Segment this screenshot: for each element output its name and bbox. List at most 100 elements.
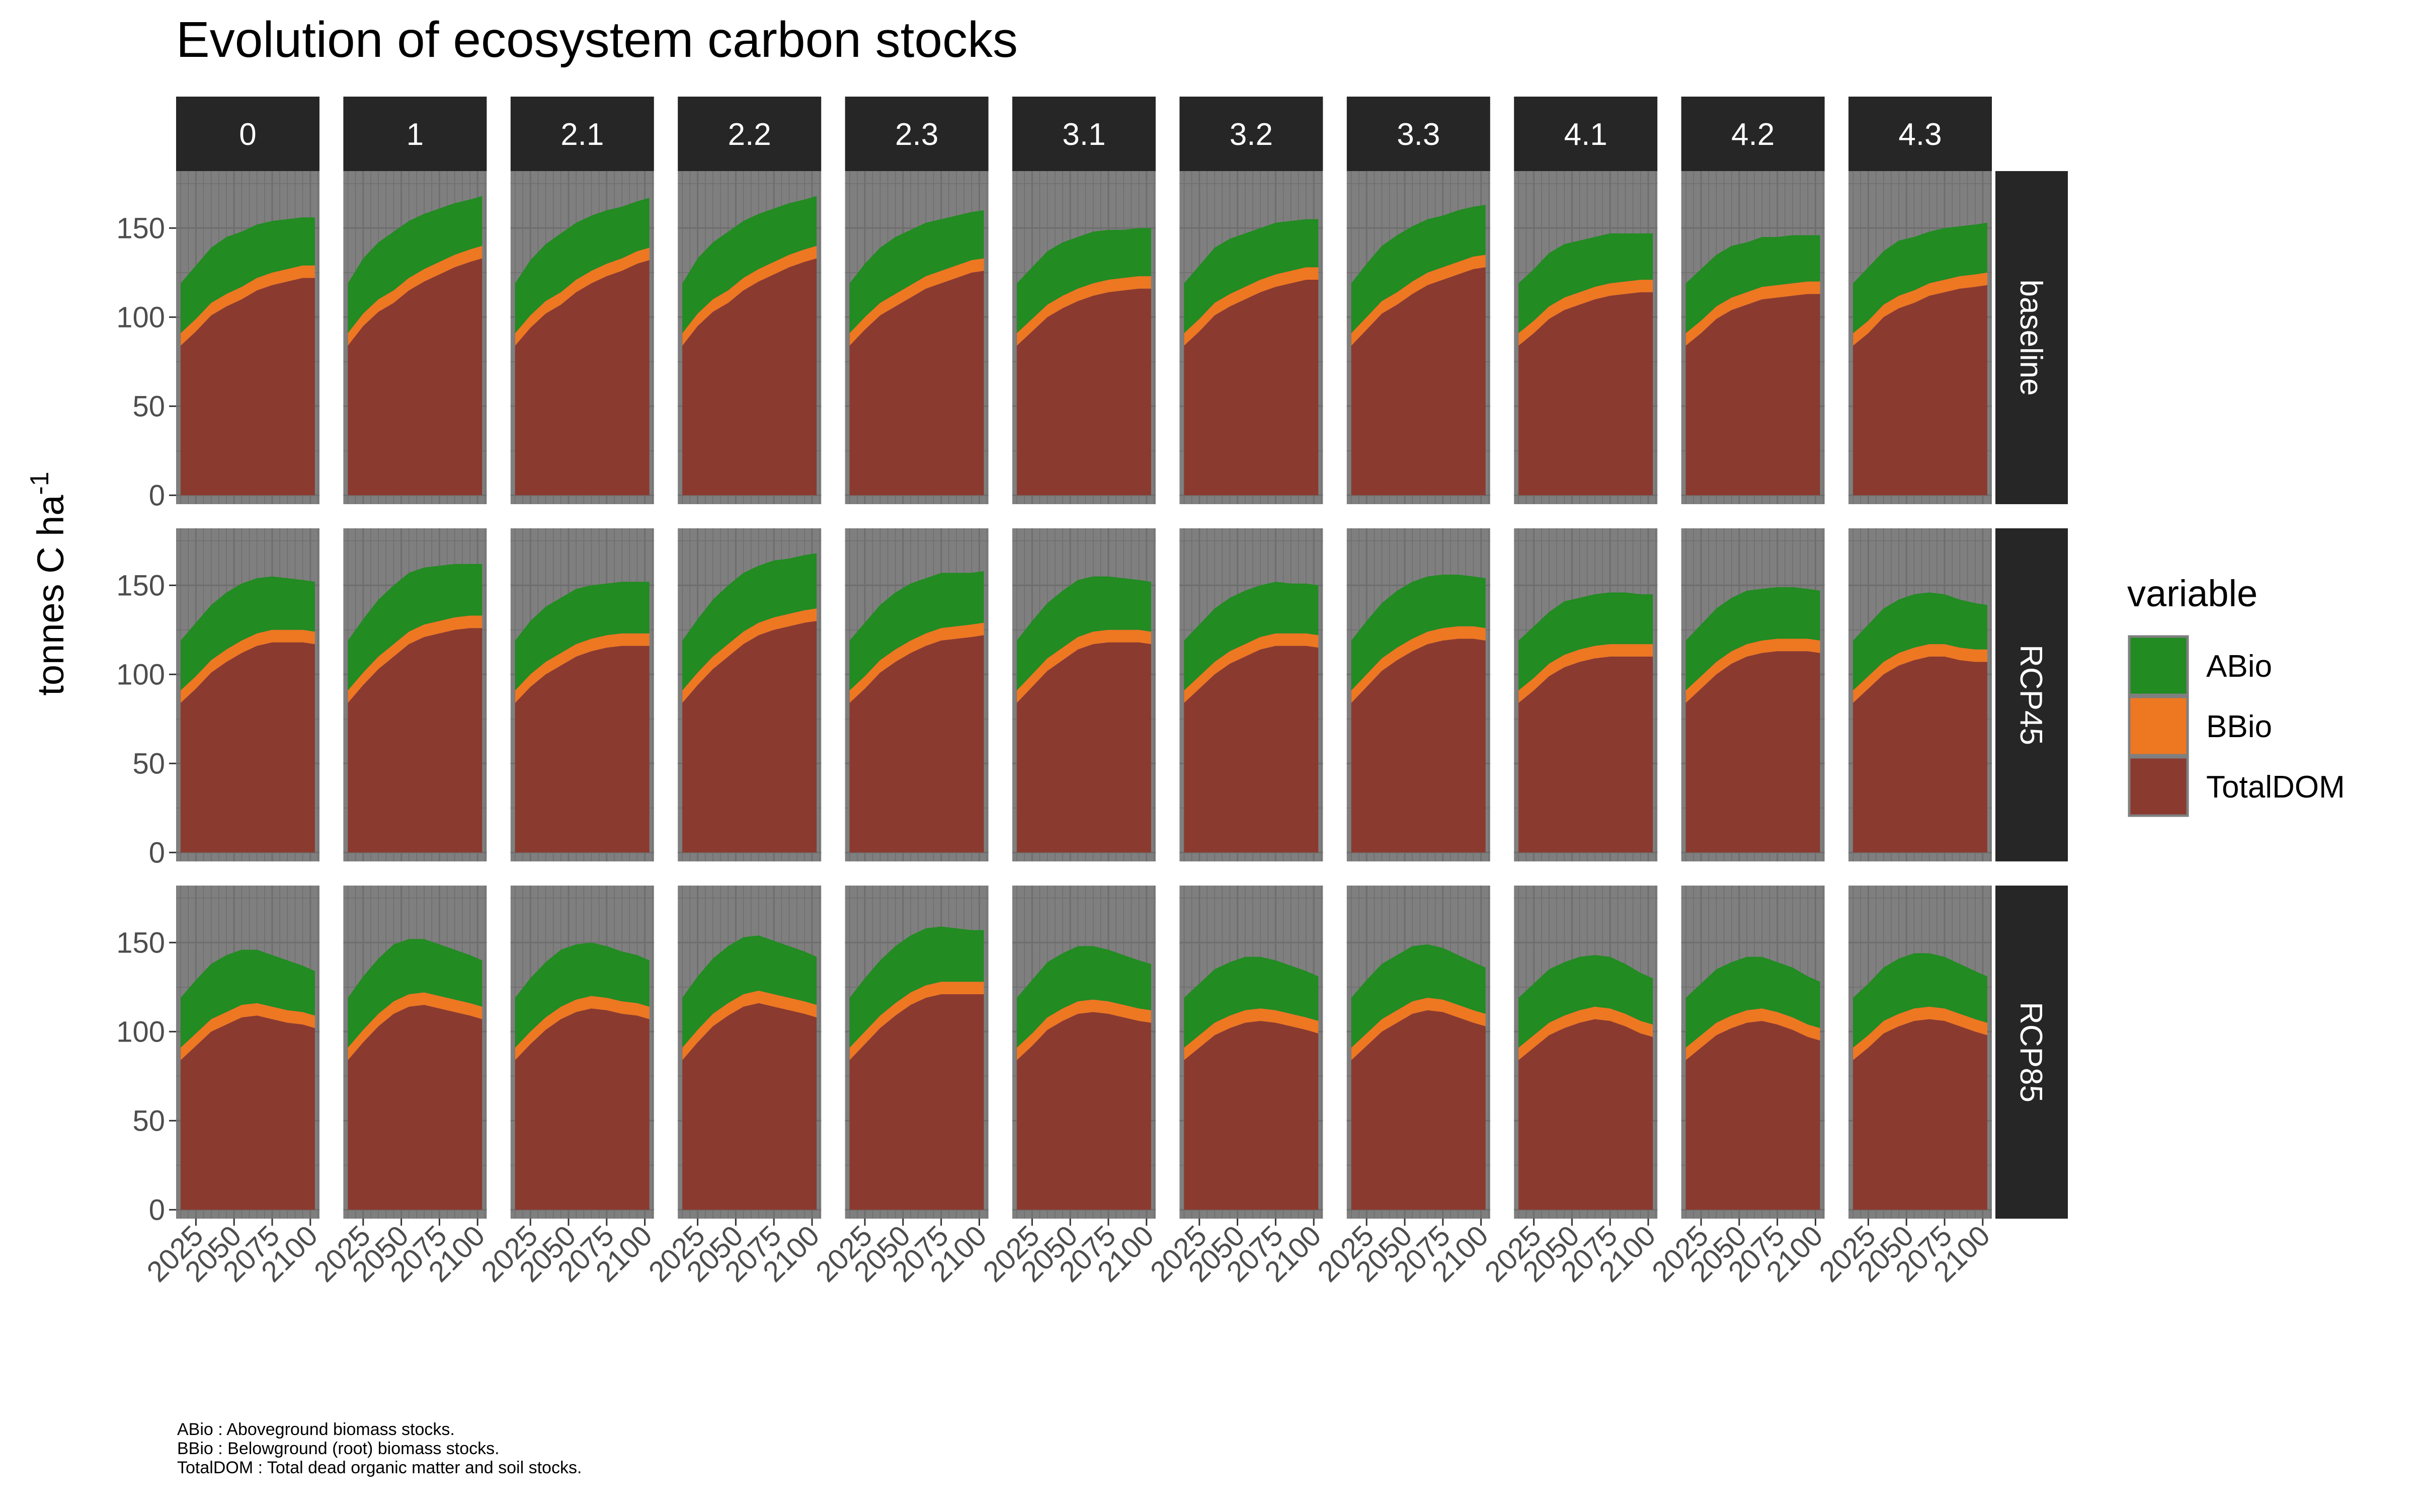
column-strip-2.1	[510, 97, 654, 171]
column-strip-3.2	[1179, 97, 1323, 171]
panel-RCP45-2.2	[678, 528, 822, 861]
row-strip-RCP85	[1995, 886, 2068, 1219]
area-BBio	[348, 246, 482, 346]
legend-swatch-BBio	[2128, 695, 2189, 757]
column-strip-label-2.3: 2.3	[895, 117, 938, 152]
legend-label-TotalDOM: TotalDOM	[2206, 770, 2345, 805]
area-TotalDOM	[515, 646, 650, 853]
y-tick-label: 100	[116, 301, 165, 334]
panel-baseline-1	[343, 171, 487, 504]
area-ABio	[348, 939, 482, 1048]
column-strip-label-2.2: 2.2	[728, 117, 771, 152]
area-ABio	[1351, 944, 1486, 1048]
y-tick-label: 100	[116, 658, 165, 691]
area-BBio	[348, 992, 482, 1060]
area-TotalDOM	[682, 1003, 817, 1210]
panel-RCP85-2.3	[845, 886, 989, 1219]
area-BBio	[1351, 998, 1486, 1060]
area-BBio	[849, 982, 984, 1060]
area-ABio	[515, 198, 650, 334]
column-strip-2.2	[678, 97, 822, 171]
panel-baseline-3.3	[1346, 171, 1490, 504]
area-BBio	[181, 629, 315, 703]
area-BBio	[1685, 281, 1820, 346]
area-TotalDOM	[682, 621, 817, 853]
area-TotalDOM	[849, 271, 984, 496]
panel-RCP85-1	[343, 886, 487, 1219]
column-strip-label-4.3: 4.3	[1898, 117, 1942, 152]
legend-label-BBio: BBio	[2206, 709, 2272, 744]
area-BBio	[849, 258, 984, 346]
area-BBio	[1184, 633, 1319, 703]
panel-baseline-4.2	[1681, 171, 1825, 504]
area-BBio	[1853, 272, 1987, 346]
area-TotalDOM	[1017, 288, 1151, 496]
area-ABio	[348, 564, 482, 691]
area-TotalDOM	[1184, 1021, 1319, 1210]
area-BBio	[682, 246, 817, 346]
y-tick-label: 150	[116, 212, 165, 245]
y-axis-title-main: tonnes C ha	[30, 495, 71, 696]
area-BBio	[1184, 1008, 1319, 1060]
area-TotalDOM	[849, 994, 984, 1210]
row-strip-label-baseline: baseline	[2014, 280, 2048, 396]
area-ABio	[849, 210, 984, 334]
panel-RCP85-3.3	[1346, 886, 1490, 1219]
legend-swatch-TotalDOM	[2128, 756, 2189, 817]
y-tick-label: 0	[149, 1193, 165, 1226]
footnote-totaldom: TotalDOM : Total dead organic matter and…	[177, 1458, 582, 1477]
column-strip-4.1	[1514, 97, 1658, 171]
area-TotalDOM	[348, 1005, 482, 1210]
column-strip-3.1	[1012, 97, 1156, 171]
area-TotalDOM	[1685, 1021, 1820, 1210]
area-ABio	[682, 553, 817, 691]
panel-baseline-2.1	[510, 171, 654, 504]
area-BBio	[1184, 267, 1319, 346]
area-BBio	[1017, 629, 1151, 703]
y-tick-label: 50	[132, 1104, 165, 1137]
area-BBio	[181, 1003, 315, 1060]
panel-RCP85-0	[176, 886, 319, 1219]
area-TotalDOM	[1685, 651, 1820, 853]
area-ABio	[1685, 957, 1820, 1048]
y-tick-label: 50	[132, 390, 165, 423]
area-ABio	[1351, 575, 1486, 691]
area-ABio	[181, 949, 315, 1048]
column-strip-label-3.3: 3.3	[1397, 117, 1440, 152]
area-ABio	[1184, 219, 1319, 334]
row-strip-baseline	[1995, 171, 2068, 504]
panel-baseline-2.3	[845, 171, 989, 504]
area-ABio	[1853, 222, 1987, 334]
area-TotalDOM	[515, 260, 650, 496]
panel-RCP45-1	[343, 528, 487, 861]
area-TotalDOM	[1518, 656, 1653, 853]
area-ABio	[1184, 957, 1319, 1048]
panel-RCP85-4.3	[1848, 886, 1992, 1219]
panel-RCP45-0	[176, 528, 319, 861]
legend: variable ABio BBio TotalDOM	[2127, 573, 2345, 817]
column-strip-4.3	[1848, 97, 1992, 171]
panel-RCP85-2.2	[678, 886, 822, 1219]
area-TotalDOM	[1351, 639, 1486, 853]
panel-RCP45-4.2	[1681, 528, 1825, 861]
y-axis-title-text: tonnes C ha-1	[25, 471, 71, 695]
area-BBio	[181, 265, 315, 346]
row-strip-label-RCP85: RCP85	[2014, 1002, 2048, 1102]
area-BBio	[849, 622, 984, 703]
area-TotalDOM	[1184, 279, 1319, 496]
area-BBio	[515, 633, 650, 703]
area-ABio	[1853, 953, 1987, 1048]
area-BBio	[682, 608, 817, 703]
area-BBio	[1853, 1006, 1987, 1060]
area-ABio	[1017, 946, 1151, 1048]
area-ABio	[515, 582, 650, 691]
panel-baseline-3.1	[1012, 171, 1156, 504]
column-strip-2.3	[845, 97, 989, 171]
area-TotalDOM	[515, 1008, 650, 1210]
column-strip-label-2.1: 2.1	[560, 117, 604, 152]
panels-layer: 0 1 2.1 2.2 2.3 3.1 3.2 3.3 4.1 4.2 4.3 baseline RCP…	[116, 97, 2068, 1288]
area-TotalDOM	[682, 258, 817, 496]
panel-RCP45-3.2	[1179, 528, 1323, 861]
area-BBio	[1518, 279, 1653, 346]
